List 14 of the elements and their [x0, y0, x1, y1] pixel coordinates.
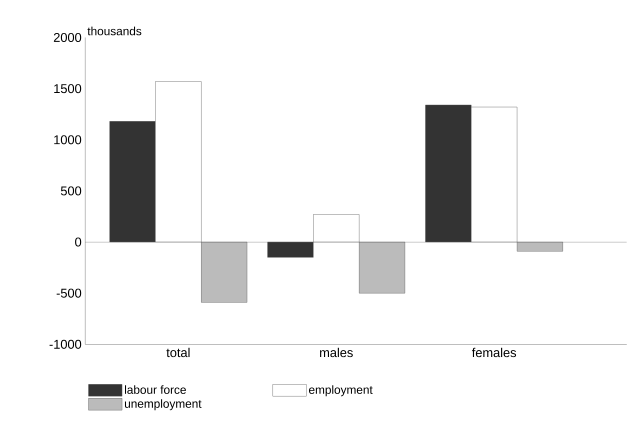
y-axis-title: thousands [88, 26, 142, 36]
x-tick-label: total [166, 348, 190, 358]
y-tick-label: 0 [75, 238, 82, 247]
x-tick-label: males [320, 348, 353, 358]
y-tick-label: 500 [60, 186, 82, 196]
legend-label: labour force [125, 385, 186, 394]
legend-label: employment [308, 385, 373, 396]
y-tick-label: -500 [56, 288, 82, 298]
x-tick-label: females [472, 348, 516, 358]
y-tick-label: 1000 [54, 135, 82, 144]
legend-label: unemployment [124, 399, 202, 410]
y-tick-label: 1500 [54, 84, 82, 94]
y-tick-label: 2000 [54, 33, 82, 42]
y-tick-label: -1000 [50, 340, 82, 349]
